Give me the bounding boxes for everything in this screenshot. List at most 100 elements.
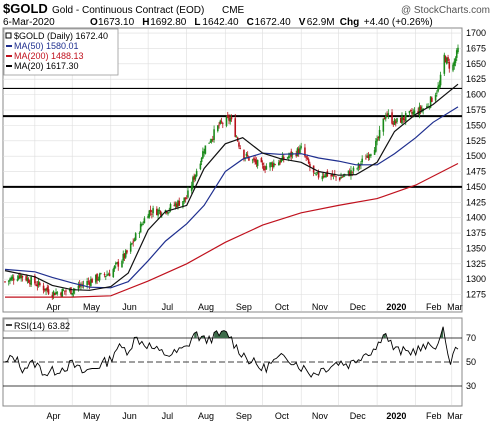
candle-body: [357, 163, 360, 169]
candle-body: [51, 295, 54, 297]
candle-body: [117, 261, 120, 267]
symbol-label: $GOLD: [3, 1, 48, 16]
candle-body: [114, 263, 117, 265]
candle-body: [61, 289, 64, 297]
candle-body: [332, 174, 335, 176]
candle-body: [106, 274, 108, 276]
candle-body: [238, 142, 240, 147]
candle-body: [131, 243, 133, 245]
candle-body: [367, 155, 370, 159]
candle-body: [71, 293, 74, 295]
candle-body: [53, 292, 56, 296]
candle-body: [152, 208, 154, 214]
candle-body: [200, 158, 203, 162]
candle-body: [134, 233, 137, 241]
rsi-tick-label: 30: [466, 381, 476, 391]
candle-body: [173, 204, 176, 206]
legend-swatch-ma20: [6, 65, 12, 67]
candle-body: [19, 274, 21, 278]
price-x-tick-label: Oct: [275, 302, 290, 312]
candle-body: [30, 277, 32, 285]
candle-body: [87, 281, 90, 283]
candle-body: [10, 277, 13, 281]
candle-body: [418, 106, 421, 116]
price-x-tick-label: Sep: [236, 302, 252, 312]
candle-body: [299, 147, 301, 153]
candle-body: [132, 241, 134, 243]
rsi-x-axis: Apr May Jun Jul Aug Sep Oct Nov Dec 2020 Feb Mar: [47, 411, 463, 421]
candle-body: [156, 208, 158, 216]
candle-body: [20, 275, 22, 279]
candle-body: [393, 119, 396, 125]
candle-body: [116, 262, 118, 264]
rsi-tick-label: 50: [466, 357, 476, 367]
candle-body: [56, 292, 59, 294]
price-tick-label: 1625: [466, 74, 486, 84]
candle-body: [296, 148, 299, 156]
candle-body: [399, 117, 402, 123]
candle-body: [142, 223, 144, 225]
candle-body: [225, 116, 228, 126]
rsi-y-axis: 30 50 70: [466, 333, 476, 391]
candle-body: [219, 120, 222, 124]
candle-body: [12, 278, 15, 281]
candle-body: [366, 155, 368, 158]
candle-body: [317, 171, 320, 178]
candle-body: [187, 190, 189, 198]
candle-body: [457, 47, 459, 53]
rsi-tick-label: 70: [466, 333, 476, 343]
candle-body: [404, 113, 407, 122]
candle-body: [209, 141, 212, 143]
candle-body: [21, 275, 24, 278]
price-y-axis: 1275 1300 1325 1350 1375 1400 1425 1450 1475 1500…: [466, 28, 486, 300]
candle-body: [448, 62, 451, 69]
candle-body: [434, 94, 437, 101]
candle-body: [279, 160, 281, 164]
candle-body: [300, 146, 302, 148]
candle-body: [88, 282, 91, 285]
ohlc-label-l: L: [194, 17, 200, 28]
candle-body: [297, 149, 300, 154]
candle-body: [408, 110, 411, 114]
candle-body: [270, 162, 273, 165]
candle-body: [35, 284, 37, 286]
candle-body: [243, 149, 245, 159]
candle-body: [158, 209, 161, 212]
legend-item-ma20: MA(20) 1617.30: [14, 61, 79, 71]
candle-body: [394, 121, 397, 123]
price-tick-label: 1275: [466, 290, 486, 300]
ohlc-value-l: 1642.40: [202, 17, 239, 28]
candle-body: [322, 176, 325, 177]
candle-body: [239, 148, 242, 149]
candle-body: [260, 158, 263, 163]
candle-body: [52, 291, 55, 296]
candle-body: [44, 288, 46, 291]
candle-body: [98, 274, 101, 281]
price-tick-label: 1475: [466, 167, 486, 177]
price-tick-label: 1650: [466, 59, 486, 69]
price-tick-label: 1675: [466, 43, 486, 53]
candle-body: [39, 283, 41, 286]
price-candles: [4, 44, 459, 300]
candle-body: [306, 158, 309, 159]
candle-body: [436, 92, 438, 94]
candle-body: [9, 278, 11, 281]
candle-body: [107, 274, 110, 276]
candle-body: [34, 275, 36, 284]
price-tick-label: 1300: [466, 274, 486, 284]
candle-body: [254, 158, 256, 162]
candle-body: [386, 114, 388, 116]
candle-body: [347, 170, 350, 174]
rsi-x-tick-label: May: [83, 411, 101, 421]
candle-body: [96, 274, 98, 281]
candle-body: [65, 290, 67, 292]
candle-body: [72, 290, 75, 294]
candle-body: [193, 176, 195, 180]
legend-item-gold: $GOLD (Daily) 1672.40: [14, 31, 108, 41]
candle-body: [90, 279, 92, 287]
legend-swatch-ma200: [6, 55, 12, 57]
rsi-legend-label: RSI(14) 63.82: [14, 321, 70, 331]
price-tick-label: 1400: [466, 213, 486, 223]
price-tick-label: 1575: [466, 105, 486, 115]
